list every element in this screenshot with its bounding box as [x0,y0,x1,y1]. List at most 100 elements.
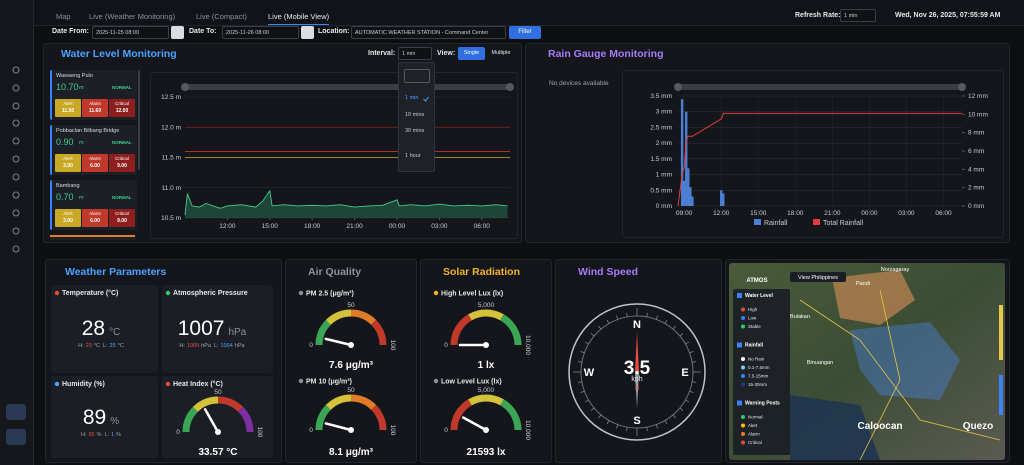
view-single[interactable]: Single [458,47,485,60]
water-line [184,189,508,216]
threshold-value: 12.00 [115,108,129,114]
gauge-arc [468,394,504,406]
compass-letter: N [633,319,641,331]
compass-tick [655,424,658,429]
gauge-hub [215,429,221,435]
station-card[interactable]: Pobbaclan Bilbang Bridge 0.90 m NORMAL Alert… [50,125,137,175]
threshold-box: Critical 12.00 [109,99,135,117]
compass-tick [626,312,628,317]
param-value: 89% [83,406,119,429]
interval-select[interactable]: 1 min [398,47,432,60]
compass-tick [689,390,694,393]
param-high-low: H: 1009 hPa L: 1004 hPa [179,343,245,349]
station-status: NORMAL [112,140,132,145]
threshold-value: 6.00 [90,218,100,224]
dropdown-option[interactable]: 30 mins [405,128,425,134]
threshold-value: 3.00 [63,218,73,224]
legend-item: 15-30mm [748,382,767,387]
needle-south [635,372,639,408]
compass-tick [606,319,610,324]
threshold-label: Critical [115,101,129,106]
compass-tick [679,333,684,337]
gauge-label: High Level Lux (lx) [441,291,503,298]
filter-button[interactable]: Filter [509,26,541,39]
compass-tick [598,325,602,330]
station-card[interactable]: Bambang 0.70 m NORMAL Alert 3.00 Alarm 6.00 Crit… [50,180,137,230]
check-icon [423,96,429,102]
wind-value: 3.5 [624,358,651,379]
gauge-value: 7.6 μg/m³ [329,360,374,371]
param-value-number: 89 [83,406,106,429]
range-slider [185,84,510,90]
threshold-value: 9.00 [117,163,127,169]
compass-tick [664,319,668,324]
nav-icon [12,84,20,92]
nav-tab-active[interactable]: Live (Mobile View) [268,12,330,25]
low-unit: °C [118,343,124,349]
low-unit: % [116,432,121,438]
nav-tab[interactable]: Live (Compact) [196,12,247,21]
location-select[interactable]: AUTOMATIC WEATHER STATION - Command Cent… [351,26,506,39]
threshold-value: 3.00 [63,163,73,169]
calendar-button[interactable] [301,26,314,39]
dropdown-option-selected[interactable]: 1 min [405,95,419,101]
threshold-label: Alarm [89,101,101,106]
gauge-value: 33.57 °C [198,447,237,458]
y2-tick-label: 10 mm [968,111,988,118]
x-tick-label: 06:00 [474,223,491,230]
legend-marker [741,440,745,445]
date-to-input[interactable]: 2025-11-26 08:00 [222,26,299,39]
threshold-label: Alarm [89,156,101,161]
nav-tab[interactable]: Live (Weather Monitoring) [89,12,176,21]
map-place-label: Caloocan [857,421,902,432]
threshold-box: Alert 3.00 [55,209,81,227]
param-icon [165,290,171,296]
date-from-input[interactable]: 2025-11-25 08:00 [92,26,169,39]
dropdown-option[interactable]: 1 hour [405,153,421,159]
high-value: 1009 [187,343,199,349]
rainfall-bar [680,99,684,206]
view-philippines-button[interactable] [790,272,846,282]
y-tick-label: 0 mm [656,203,672,210]
threshold-box: Critical 9.00 [109,209,135,227]
gauge-tick-label: 50 [214,389,222,396]
nav-icon [12,137,20,145]
y2-tick-label: 6 mm [968,148,984,155]
nav-tab[interactable]: Map [56,12,71,21]
interval-label: Interval: [368,50,396,57]
threshold-box: Critical 9.00 [109,154,135,172]
x-tick-label: 21:00 [824,210,841,217]
dropdown-option[interactable]: 10 mins [405,112,425,118]
station-value: 10.70 [56,82,79,92]
dropdown-search[interactable] [404,69,430,83]
map-place-label: Pandi [856,281,870,287]
high-value: 29 [86,343,92,349]
station-card[interactable]: Wawaeng Pulo 10.70 m NORMAL Alert 11.50 Alarm 1… [50,70,137,120]
compass-letter: W [584,367,595,379]
param-high-low: H: 29 °C L: 25 °C [78,343,124,349]
legend-marker [741,307,745,312]
gauge-arc [238,406,254,433]
map-place-label: Binuangan [807,360,833,366]
threshold-value: 11.50 [61,108,75,114]
temperature-card [51,285,158,373]
low-label: L: [214,343,219,349]
y-tick-label: 2 mm [656,140,672,147]
calendar-button[interactable] [171,26,184,39]
nav-icon [12,227,20,235]
high-label: H: [81,432,87,438]
gauge-value: 8.1 μg/m³ [329,447,374,458]
param-value-number: 28 [82,317,105,340]
x-tick-label: 09:00 [676,210,693,217]
slider-handle [506,83,514,91]
gauge-arc [315,319,331,346]
view-multiple[interactable]: Multiple [491,50,511,56]
compass-tick [590,407,595,411]
station-list: Wawaeng Pulo 10.70 m NORMAL Alert 11.50 Alarm 1… [48,68,140,240]
refresh-select[interactable]: 1 min [840,9,876,22]
water-area [185,190,508,218]
station-name: Wawaeng Pulo [56,73,93,79]
gauge-arc [350,394,377,410]
scrollbar [138,70,140,170]
nav-icon [12,66,20,74]
